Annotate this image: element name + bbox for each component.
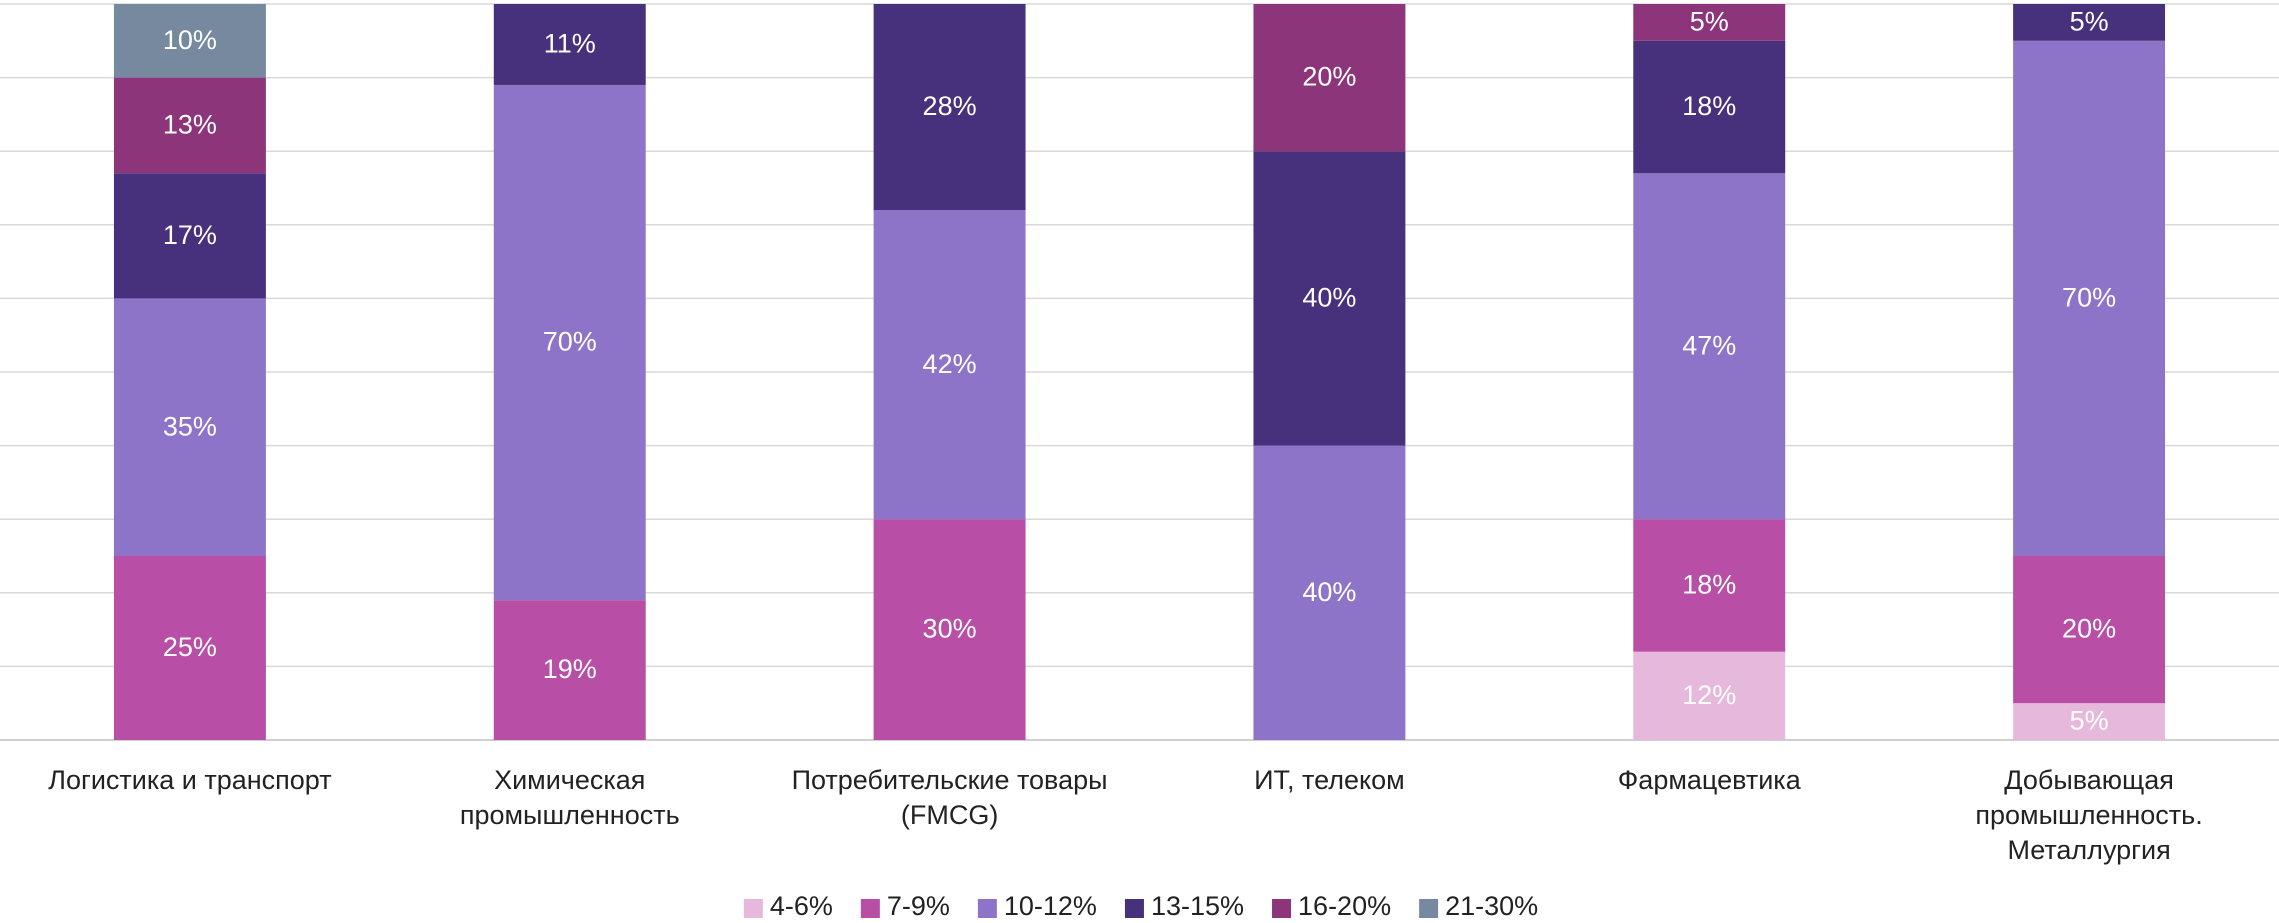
- data-label: 19%: [543, 654, 597, 684]
- data-label: 13%: [163, 110, 217, 140]
- bar-segment: [1633, 40, 1786, 174]
- bar-segment: [1253, 4, 1406, 152]
- data-label: 17%: [163, 220, 217, 250]
- x-tick-label: Химическая промышленность: [460, 765, 680, 830]
- x-tick-label: Фармацевтика: [1618, 765, 1802, 795]
- bar-segment: [113, 298, 266, 556]
- bar-segment: [1633, 173, 1786, 520]
- legend-label: 7-9%: [887, 891, 950, 921]
- bar-segment: [1253, 151, 1406, 446]
- x-tick-label: Логистика и транспорт: [48, 765, 331, 795]
- data-label: 10%: [163, 25, 217, 55]
- data-label: 40%: [1302, 577, 1356, 607]
- bar-segment: [2013, 703, 2166, 740]
- bar-segment: [493, 600, 646, 740]
- legend-swatch: [743, 899, 763, 918]
- bar-segment: [113, 77, 266, 174]
- data-label: 30%: [923, 614, 977, 644]
- bar-segment: [1633, 4, 1786, 41]
- data-label: 25%: [163, 632, 217, 662]
- data-label: 12%: [1682, 680, 1736, 710]
- bar-segment: [493, 84, 646, 601]
- x-tick-label: Потребительские товары (FMCG): [792, 765, 1108, 830]
- legend-label: 4-6%: [770, 891, 833, 921]
- legend: 4-6% 7-9% 10-12% 13-15% 16-20% 21-30%: [743, 891, 1538, 921]
- bar-segment: [113, 556, 266, 740]
- x-tick-label: Добывающая промышленность. Металлургия: [1975, 765, 2202, 865]
- bar-segment: [2013, 556, 2166, 704]
- bar-segment: [1253, 445, 1406, 740]
- bar-segment: [873, 210, 1026, 520]
- data-label: 5%: [1690, 7, 1729, 37]
- data-label: 40%: [1302, 283, 1356, 313]
- legend-swatch: [1272, 899, 1292, 918]
- bar-segment: [1633, 519, 1786, 652]
- legend-label: 16-20%: [1298, 891, 1391, 921]
- data-label: 35%: [163, 411, 217, 441]
- x-tick-label: ИТ, телеком: [1254, 765, 1405, 795]
- legend-swatch: [1419, 899, 1439, 918]
- data-label: 5%: [2070, 706, 2109, 736]
- data-label: 18%: [1682, 570, 1736, 600]
- bar-segment: [873, 4, 1026, 211]
- bar-segment: [2013, 40, 2166, 557]
- bar-segment: [113, 173, 266, 299]
- bar-segment: [2013, 4, 2166, 41]
- data-label: 11%: [544, 29, 596, 59]
- legend-swatch: [860, 899, 880, 918]
- legend-swatch: [1124, 899, 1144, 918]
- bar-segment: [873, 519, 1026, 740]
- bar-segment: [493, 4, 646, 85]
- data-label: 70%: [543, 327, 597, 357]
- data-label: 5%: [2070, 7, 2109, 37]
- bar-segment: [113, 4, 266, 78]
- data-label: 20%: [2062, 614, 2116, 644]
- legend-label: 13-15%: [1151, 891, 1244, 921]
- legend-swatch: [977, 899, 997, 918]
- bar-segment: [1633, 651, 1786, 740]
- data-label: 28%: [923, 91, 977, 121]
- legend-label: 10-12%: [1004, 891, 1097, 921]
- data-label: 70%: [2062, 283, 2116, 313]
- legend-label: 21-30%: [1445, 891, 1538, 921]
- data-label: 20%: [1302, 62, 1356, 92]
- data-label: 42%: [923, 349, 977, 379]
- data-label: 47%: [1682, 330, 1736, 360]
- data-label: 18%: [1682, 91, 1736, 121]
